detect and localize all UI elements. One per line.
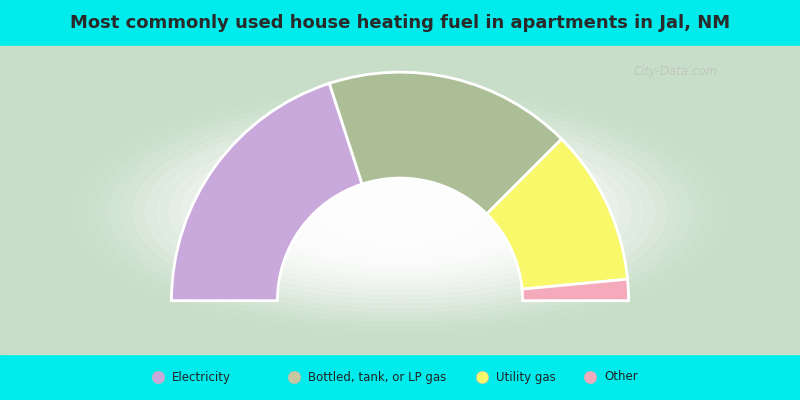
Ellipse shape [206, 139, 594, 285]
Ellipse shape [97, 98, 703, 326]
Ellipse shape [290, 171, 510, 253]
Ellipse shape [242, 153, 558, 271]
Text: Bottled, tank, or LP gas: Bottled, tank, or LP gas [308, 370, 446, 384]
Ellipse shape [109, 103, 691, 321]
Ellipse shape [133, 112, 667, 312]
Ellipse shape [339, 189, 461, 235]
Text: City-Data.com: City-Data.com [634, 66, 718, 78]
Ellipse shape [327, 185, 473, 239]
Wedge shape [171, 83, 362, 301]
Text: Utility gas: Utility gas [496, 370, 556, 384]
Ellipse shape [254, 157, 546, 267]
Text: Most commonly used house heating fuel in apartments in Jal, NM: Most commonly used house heating fuel in… [70, 14, 730, 32]
Ellipse shape [303, 176, 497, 248]
Ellipse shape [230, 148, 570, 276]
Ellipse shape [315, 180, 485, 244]
Bar [0, 0, 800, 46]
Ellipse shape [278, 166, 522, 258]
Bar [0, 354, 800, 400]
Text: Electricity: Electricity [172, 370, 231, 384]
Ellipse shape [158, 121, 642, 303]
Bar [0, 46, 800, 354]
Ellipse shape [218, 144, 582, 280]
Ellipse shape [376, 203, 424, 221]
Ellipse shape [351, 194, 449, 230]
Ellipse shape [388, 208, 412, 216]
Ellipse shape [266, 162, 534, 262]
Ellipse shape [363, 198, 437, 226]
Ellipse shape [121, 107, 679, 317]
Wedge shape [522, 279, 629, 301]
Ellipse shape [145, 116, 655, 308]
Ellipse shape [170, 126, 630, 298]
Wedge shape [330, 72, 562, 214]
Ellipse shape [182, 130, 618, 294]
Ellipse shape [194, 135, 606, 289]
Text: Other: Other [604, 370, 638, 384]
Wedge shape [486, 139, 627, 289]
